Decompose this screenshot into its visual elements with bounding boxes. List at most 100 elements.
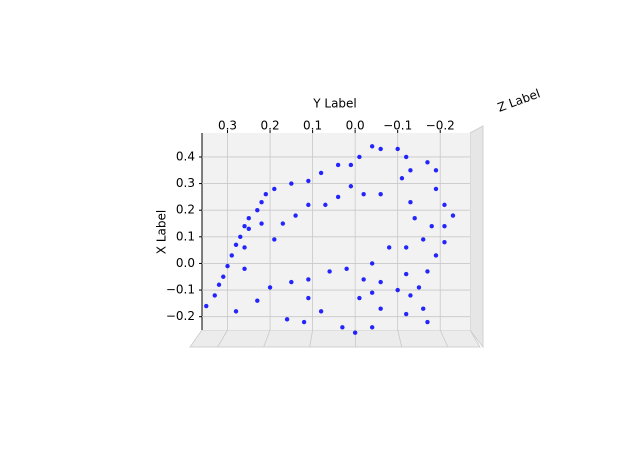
point xyxy=(263,192,269,197)
y-tick-label: 0.2 xyxy=(261,119,280,133)
y-tick-label: −0.2 xyxy=(426,119,455,133)
point xyxy=(221,274,226,279)
point xyxy=(442,223,447,229)
point xyxy=(344,266,349,271)
point xyxy=(369,261,375,266)
point xyxy=(284,317,290,322)
point xyxy=(267,285,273,290)
point xyxy=(335,162,341,168)
point xyxy=(399,176,405,181)
point xyxy=(255,298,260,303)
point xyxy=(246,215,251,221)
point xyxy=(216,282,222,287)
floor-pane xyxy=(189,329,481,348)
point xyxy=(335,194,341,200)
x-tick-label: 0.0 xyxy=(176,256,195,270)
y-tick-label: 0.3 xyxy=(218,119,237,133)
x-tick-label: 0.3 xyxy=(176,176,195,190)
point xyxy=(403,154,409,160)
x-tick-label: −0.1 xyxy=(166,283,195,297)
point xyxy=(318,309,324,314)
z-axis-label: Z Label xyxy=(496,86,543,114)
point xyxy=(225,263,230,269)
point xyxy=(408,168,413,173)
point xyxy=(233,242,239,248)
point xyxy=(259,200,264,205)
point xyxy=(280,221,286,226)
y-axis-label: Y Label xyxy=(312,97,357,111)
point xyxy=(212,293,217,298)
point xyxy=(357,295,362,301)
point xyxy=(229,253,234,258)
point xyxy=(403,271,409,277)
x-tick-label: 0.2 xyxy=(176,203,195,217)
point xyxy=(421,306,426,311)
back-pane xyxy=(202,133,470,330)
point xyxy=(433,186,439,192)
y-tick-label: −0.1 xyxy=(383,119,412,133)
point xyxy=(327,269,332,274)
point xyxy=(369,325,375,330)
point xyxy=(348,162,354,168)
point xyxy=(378,192,383,197)
point xyxy=(408,200,413,205)
x-tick-label: −0.2 xyxy=(166,309,195,323)
point xyxy=(242,266,247,271)
point xyxy=(369,144,375,149)
point xyxy=(301,319,307,325)
floor-grid-line xyxy=(309,329,313,348)
point xyxy=(442,202,447,208)
point xyxy=(425,319,430,325)
x-tick-label: 0.1 xyxy=(176,229,195,243)
point xyxy=(246,226,251,232)
point xyxy=(416,285,422,290)
point xyxy=(442,239,447,245)
point xyxy=(238,234,243,240)
x-tick-label: 0.4 xyxy=(176,149,195,163)
floor-grid-line xyxy=(439,329,449,348)
point xyxy=(289,181,294,186)
x-axis-label: X Label xyxy=(155,210,169,254)
point xyxy=(340,325,345,330)
point xyxy=(323,202,328,208)
point xyxy=(352,330,358,335)
floor-grid-line xyxy=(263,329,271,348)
point xyxy=(361,277,366,282)
point xyxy=(348,184,354,189)
point xyxy=(306,202,311,208)
point xyxy=(306,295,311,301)
point xyxy=(293,213,298,218)
point xyxy=(421,237,426,242)
point xyxy=(386,245,392,250)
floor-grid-line xyxy=(217,329,228,348)
point xyxy=(395,146,400,152)
floor-grid-line xyxy=(397,329,403,348)
point xyxy=(403,245,409,250)
point xyxy=(403,311,409,317)
point xyxy=(433,168,439,173)
point xyxy=(412,215,417,221)
point xyxy=(306,277,311,282)
point xyxy=(242,223,247,229)
point xyxy=(369,290,375,295)
point xyxy=(255,208,260,213)
point xyxy=(429,223,434,229)
point xyxy=(433,253,439,258)
side-pane xyxy=(469,125,484,349)
point xyxy=(378,306,383,311)
point xyxy=(408,293,413,298)
point xyxy=(233,309,239,314)
point xyxy=(378,146,383,152)
point xyxy=(204,303,209,309)
point xyxy=(272,186,277,192)
point xyxy=(357,154,362,160)
point xyxy=(395,287,400,293)
point xyxy=(272,237,277,242)
point xyxy=(450,213,456,218)
point xyxy=(259,221,264,226)
point xyxy=(306,178,311,184)
point xyxy=(289,279,294,285)
point xyxy=(378,279,383,285)
point xyxy=(318,170,324,176)
